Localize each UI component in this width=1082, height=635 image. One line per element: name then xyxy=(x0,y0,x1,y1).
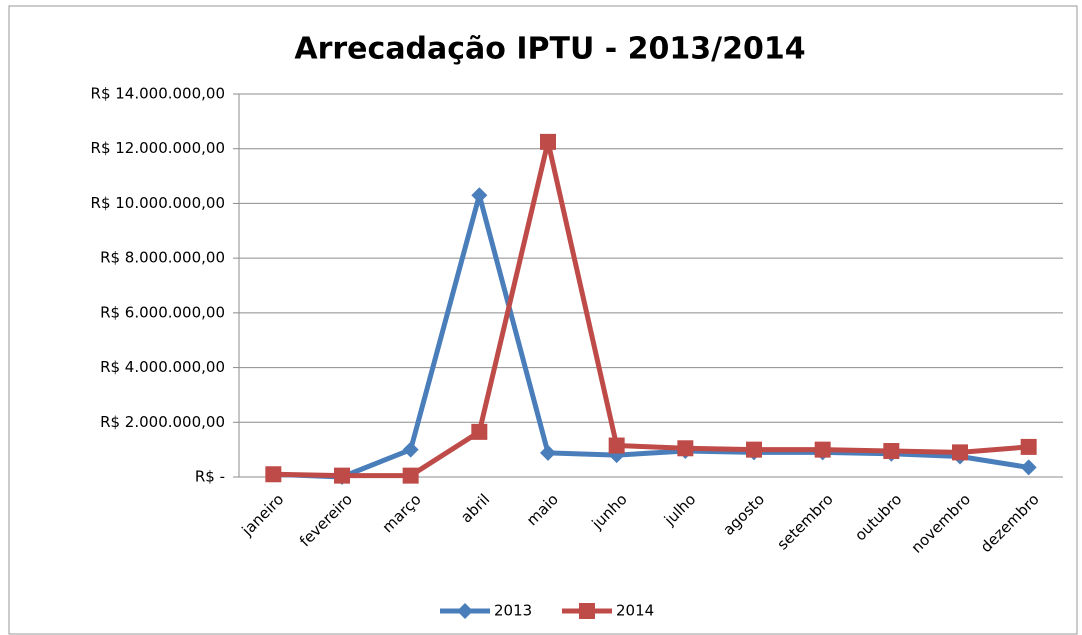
data-point xyxy=(540,133,556,150)
legend-marker xyxy=(457,603,473,619)
y-tick-label: R$ - xyxy=(195,468,225,486)
data-point xyxy=(471,423,488,440)
data-point xyxy=(402,441,419,458)
data-point xyxy=(746,441,762,458)
data-point xyxy=(608,437,625,454)
data-point xyxy=(334,467,350,484)
data-point xyxy=(952,444,968,461)
legend-label: 2014 xyxy=(616,602,654,620)
data-point xyxy=(540,444,556,461)
y-tick-label: R$ 8.000.000,00 xyxy=(100,249,225,267)
y-tick-label: R$ 2.000.000,00 xyxy=(100,413,225,431)
series-line xyxy=(273,139,1029,479)
y-tick-label: R$ 14.000.000,00 xyxy=(91,85,225,103)
chart-border xyxy=(8,5,1078,635)
legend-marker xyxy=(579,603,595,619)
data-point xyxy=(402,467,419,484)
data-point xyxy=(1020,459,1037,476)
data-point xyxy=(814,441,831,458)
data-point xyxy=(677,440,694,457)
data-point xyxy=(471,187,488,204)
chart-title: Arrecadação IPTU - 2013/2014 xyxy=(294,32,805,67)
data-point xyxy=(883,443,900,460)
y-tick-label: R$ 12.000.000,00 xyxy=(91,139,225,157)
y-tick-label: R$ 6.000.000,00 xyxy=(100,303,225,321)
y-tick-label: R$ 4.000.000,00 xyxy=(100,358,225,376)
data-point xyxy=(1020,438,1037,455)
y-tick-label: R$ 10.000.000,00 xyxy=(91,194,225,212)
legend-label: 2013 xyxy=(494,602,532,620)
data-point xyxy=(265,466,282,483)
series-line xyxy=(273,192,1030,480)
